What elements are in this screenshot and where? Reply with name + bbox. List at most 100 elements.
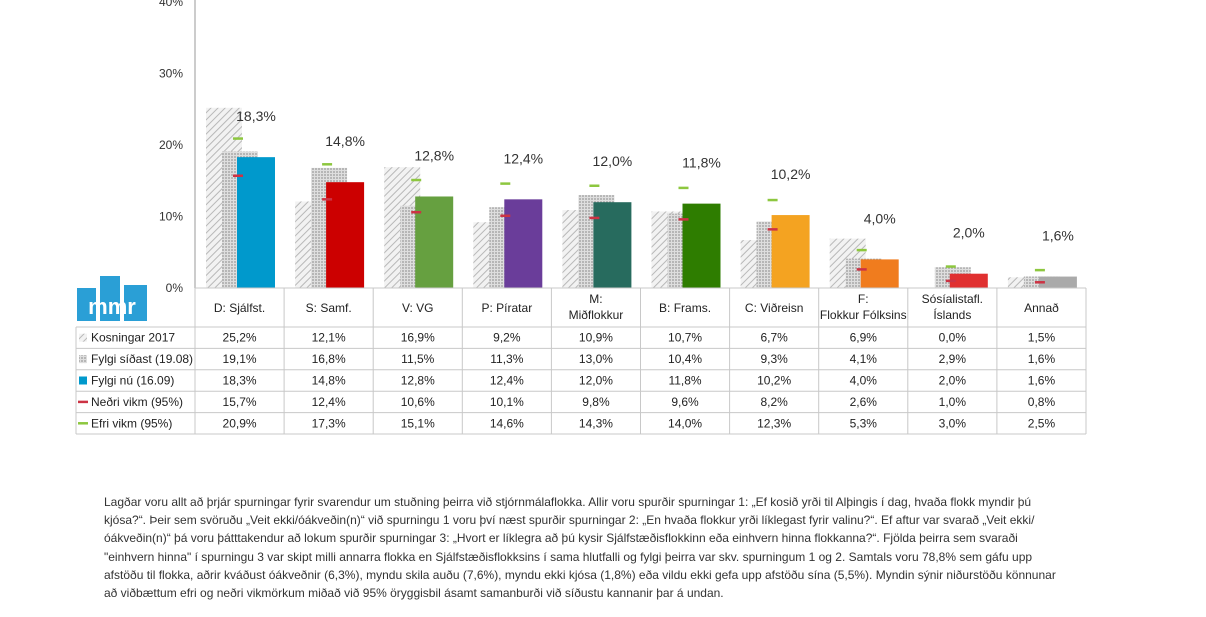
data-label: 4,0% xyxy=(864,210,896,226)
table-cell: 8,2% xyxy=(760,395,788,409)
bar-fylgi-nu xyxy=(771,215,810,288)
party-poll-chart: 0% 10% 20% 30% 40% 18,3% 14,8% 12,8% 12,4% 12,0% 1… xyxy=(75,0,1087,435)
table-cell: 2,9% xyxy=(939,352,967,366)
table-cell: 9,3% xyxy=(760,352,788,366)
table-cell: 6,7% xyxy=(760,331,788,345)
table-cell: 12,0% xyxy=(579,374,613,388)
legend-swatch-fylgi-nu xyxy=(79,376,87,385)
data-label: 18,3% xyxy=(236,108,276,124)
table-cell: 10,6% xyxy=(401,395,435,409)
table-cell: 2,5% xyxy=(1028,416,1056,430)
category-label: V: VG xyxy=(402,301,434,315)
logo-block xyxy=(100,276,120,321)
table-cell: 12,4% xyxy=(490,374,524,388)
table-cell: 10,2% xyxy=(757,374,791,388)
table-cell: 16,9% xyxy=(401,331,435,345)
category-group: 12,8% xyxy=(384,147,454,288)
mmr-logo: mmr xyxy=(77,276,147,321)
table-cell: 20,9% xyxy=(223,416,257,430)
bar-fylgi-nu xyxy=(504,199,543,288)
table-cell: 10,1% xyxy=(490,395,524,409)
legend-label: Efri vikm (95%) xyxy=(91,416,172,430)
table-cell: 11,5% xyxy=(401,352,434,366)
category-group: 14,8% xyxy=(295,133,365,288)
y-tick-label: 20% xyxy=(159,138,183,152)
category-label: Annað xyxy=(1024,301,1059,315)
data-label: 2,0% xyxy=(953,225,985,241)
logo-block xyxy=(124,285,147,321)
logo-text: mmr xyxy=(88,294,136,319)
category-label: S: Samf. xyxy=(306,301,352,315)
category-label: D: Sjálfst. xyxy=(214,301,265,315)
category-label: F: Flokkur Fólksins xyxy=(820,292,907,322)
y-tick-label: 40% xyxy=(159,0,183,9)
table-cell: 18,3% xyxy=(223,374,257,388)
data-label: 11,8% xyxy=(682,155,721,171)
table-cell: 12,3% xyxy=(757,416,791,430)
table-cell: 11,8% xyxy=(668,374,701,388)
data-label: 14,8% xyxy=(325,133,365,149)
category-group: 18,3% xyxy=(206,107,276,288)
category-group: 1,6% xyxy=(1007,228,1077,288)
logo-block xyxy=(77,288,96,321)
table-cell: 2,6% xyxy=(850,395,878,409)
table-cell: 12,1% xyxy=(312,331,346,345)
table-cell: 4,0% xyxy=(850,374,878,388)
bar-fylgi-nu xyxy=(949,273,988,288)
table-cell: 1,6% xyxy=(1028,352,1056,366)
bar-fylgi-nu xyxy=(326,182,365,288)
table-cell: 14,8% xyxy=(312,374,346,388)
table-cell: 5,3% xyxy=(850,416,878,430)
table-cell: 25,2% xyxy=(223,331,257,345)
table-cell: 0,8% xyxy=(1028,395,1056,409)
y-tick-label: 10% xyxy=(159,210,183,224)
category-group: 2,0% xyxy=(934,225,988,288)
table-cell: 1,5% xyxy=(1028,331,1056,345)
table-cell: 12,8% xyxy=(401,374,435,388)
legend-label: Kosningar 2017 xyxy=(91,331,175,345)
table-cell: 14,0% xyxy=(668,416,702,430)
data-label: 12,8% xyxy=(414,147,454,163)
table-cell: 1,6% xyxy=(1028,374,1056,388)
table-cell: 15,1% xyxy=(401,416,435,430)
table-cell: 6,9% xyxy=(850,331,878,345)
data-label: 10,2% xyxy=(771,166,811,182)
bar-fylgi-nu xyxy=(1038,276,1077,288)
legend-swatch-fylgi-sidast xyxy=(79,355,87,364)
table-cell: 10,7% xyxy=(668,331,702,345)
y-tick-label: 30% xyxy=(159,67,183,81)
category-label: Sósíalistafl. Íslands xyxy=(922,292,983,322)
table-cell: 19,1% xyxy=(223,352,257,366)
table-cell: 15,7% xyxy=(223,395,257,409)
table-cell: 17,3% xyxy=(312,416,346,430)
category-group: 4,0% xyxy=(829,210,899,288)
legend-label: Neðri vikm (95%) xyxy=(91,395,183,409)
table-cell: 3,0% xyxy=(939,416,967,430)
table-cell: 4,1% xyxy=(850,352,878,366)
table-cell: 12,4% xyxy=(312,395,346,409)
bar-fylgi-nu xyxy=(237,157,275,288)
table-cell: 9,6% xyxy=(671,395,699,409)
data-label: 12,4% xyxy=(503,150,543,166)
category-label: P: Píratar xyxy=(482,301,533,315)
category-label: C: Viðreisn xyxy=(745,301,803,315)
bar-fylgi-nu xyxy=(682,203,721,288)
table-cell: 9,8% xyxy=(582,395,610,409)
chart-caption: Lagðar voru allt að þrjár spurningar fyr… xyxy=(104,495,1056,601)
data-label: 12,0% xyxy=(593,153,633,169)
table-cell: 1,0% xyxy=(939,395,967,409)
table-cell: 11,3% xyxy=(490,352,523,366)
legend-label: Fylgi síðast (19.08) xyxy=(91,352,193,366)
table-cell: 10,9% xyxy=(579,331,613,345)
table-cell: 13,0% xyxy=(579,352,613,366)
table-cell: 0,0% xyxy=(939,331,967,345)
data-label: 1,6% xyxy=(1042,228,1074,244)
bar-fylgi-nu xyxy=(860,259,899,288)
y-tick-label: 0% xyxy=(166,281,184,295)
category-label: M: Miðflokkur xyxy=(569,292,624,322)
category-group: 11,8% xyxy=(651,155,721,288)
legend-swatch-kosningar xyxy=(79,333,87,342)
table-cell: 16,8% xyxy=(312,352,346,366)
table-cell: 9,2% xyxy=(493,331,521,345)
legend-label: Fylgi nú (16.09) xyxy=(91,374,174,388)
